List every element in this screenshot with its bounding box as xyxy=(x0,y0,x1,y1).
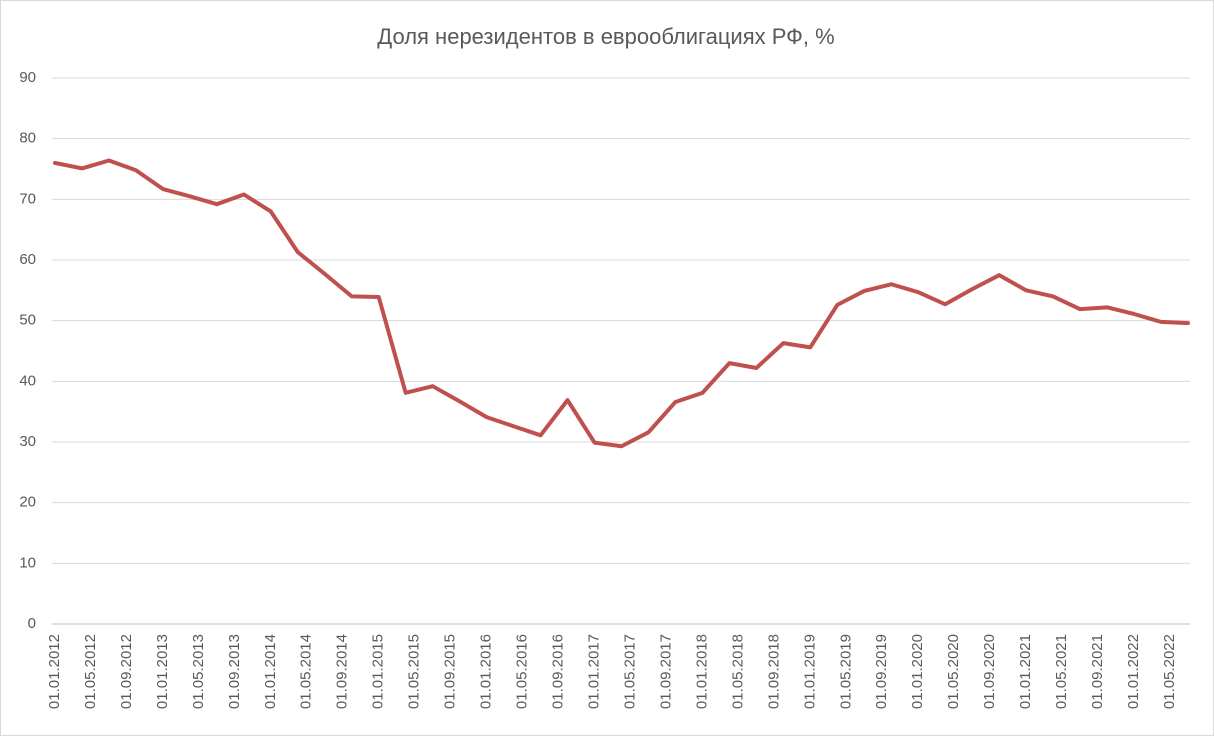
x-tick-label: 01.01.2012 xyxy=(46,634,63,709)
x-tick-label: 01.01.2020 xyxy=(909,634,926,709)
x-tick-label: 01.09.2020 xyxy=(981,634,998,709)
x-tick-label: 01.09.2015 xyxy=(442,634,459,709)
y-tick-label: 40 xyxy=(19,372,36,389)
y-tick-label: 10 xyxy=(19,554,36,571)
y-tick-label: 60 xyxy=(19,251,36,268)
x-tick-label: 01.09.2021 xyxy=(1089,634,1106,709)
x-tick-label: 01.01.2016 xyxy=(478,634,495,709)
x-tick-label: 01.05.2012 xyxy=(82,634,99,709)
x-tick-label: 01.09.2019 xyxy=(873,634,890,709)
x-tick-label: 01.01.2021 xyxy=(1017,634,1034,709)
x-tick-label: 01.01.2019 xyxy=(801,634,818,709)
x-tick-label: 01.05.2020 xyxy=(945,634,962,709)
y-tick-label: 80 xyxy=(19,130,36,147)
x-tick-label: 01.09.2014 xyxy=(334,634,351,709)
x-tick-label: 01.05.2017 xyxy=(621,634,638,709)
x-tick-label: 01.01.2022 xyxy=(1125,634,1142,709)
x-tick-label: 01.05.2014 xyxy=(298,634,315,709)
x-tick-label: 01.09.2018 xyxy=(765,634,782,709)
x-tick-label: 01.05.2021 xyxy=(1053,634,1070,709)
x-tick-label: 01.01.2013 xyxy=(154,634,171,709)
x-tick-label: 01.01.2015 xyxy=(370,634,387,709)
y-tick-label: 70 xyxy=(19,190,36,207)
x-tick-label: 01.01.2017 xyxy=(585,634,602,709)
x-tick-label: 01.09.2012 xyxy=(118,634,135,709)
x-tick-label: 01.09.2017 xyxy=(657,634,674,709)
x-tick-label: 01.05.2018 xyxy=(729,634,746,709)
line-series xyxy=(53,158,1190,449)
chart-title: Доля нерезидентов в еврооблигациях РФ, % xyxy=(377,24,834,49)
y-tick-label: 30 xyxy=(19,433,36,450)
x-tick-label: 01.05.2015 xyxy=(406,634,423,709)
x-tick-label: 01.01.2014 xyxy=(262,634,279,709)
y-tick-label: 90 xyxy=(19,69,36,86)
x-tick-label: 01.09.2016 xyxy=(550,634,567,709)
y-tick-label: 20 xyxy=(19,494,36,511)
x-tick-label: 01.01.2018 xyxy=(693,634,710,709)
x-tick-label: 01.05.2022 xyxy=(1161,634,1178,709)
x-tick-label: 01.05.2013 xyxy=(190,634,207,709)
y-tick-label: 0 xyxy=(28,615,36,632)
x-tick-label: 01.09.2013 xyxy=(226,634,243,709)
x-tick-label: 01.05.2019 xyxy=(837,634,854,709)
y-tick-label: 50 xyxy=(19,312,36,329)
x-tick-label: 01.05.2016 xyxy=(514,634,531,709)
